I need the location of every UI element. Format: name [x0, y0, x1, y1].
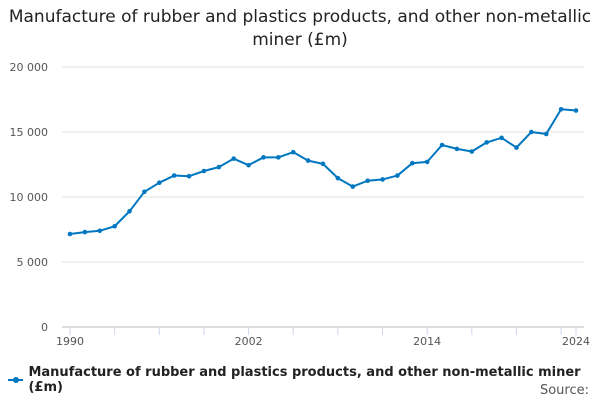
source-label: Source: — [539, 383, 589, 398]
data-point — [514, 145, 519, 150]
data-point — [82, 229, 88, 235]
data-point — [156, 180, 162, 185]
y-tick-label: 15 000 — [10, 126, 49, 139]
data-point — [365, 178, 370, 184]
data-point — [409, 160, 415, 166]
data-point — [424, 159, 430, 165]
data-point — [67, 231, 73, 237]
data-point — [469, 149, 475, 154]
data-point — [335, 175, 341, 181]
y-tick-label: 20 000 — [10, 61, 49, 74]
data-point — [201, 168, 207, 174]
data-point — [484, 140, 490, 145]
y-tick-label: 10 000 — [10, 191, 49, 204]
x-tick-label: 1990 — [56, 335, 84, 348]
x-tick-label: 2024 — [562, 335, 590, 348]
series-line — [69, 108, 577, 236]
x-tick-label: 2014 — [413, 335, 441, 348]
data-point — [261, 155, 266, 160]
data-point — [529, 129, 534, 135]
y-tick-label: 5 000 — [17, 256, 49, 269]
data-point — [380, 177, 385, 182]
data-point — [350, 184, 356, 189]
x-tick-label: 2002 — [235, 335, 263, 348]
chart-title: Manufacture of rubber and plastics produ… — [8, 7, 592, 50]
data-point — [499, 135, 504, 141]
data-point — [558, 106, 564, 112]
data-point — [454, 146, 460, 152]
data-point — [216, 164, 222, 170]
data-point — [186, 173, 192, 179]
legend-label: Manufacture of rubber and plastics produ… — [28, 365, 581, 395]
legend-swatch — [8, 377, 24, 383]
y-tick-label: 0 — [41, 321, 48, 334]
data-point — [171, 173, 177, 178]
data-point — [290, 149, 296, 155]
data-point — [573, 108, 579, 113]
data-point — [112, 223, 117, 229]
data-point — [97, 228, 103, 234]
data-point — [142, 189, 147, 195]
data-point — [305, 158, 311, 163]
data-point — [439, 142, 445, 148]
data-point — [543, 131, 549, 137]
data-point — [320, 161, 326, 167]
data-point — [246, 162, 251, 168]
legend[interactable]: Manufacture of rubber and plastics produ… — [8, 365, 600, 395]
data-point — [127, 209, 132, 214]
data-point — [276, 155, 281, 160]
data-point — [231, 156, 237, 161]
data-point — [395, 173, 400, 178]
